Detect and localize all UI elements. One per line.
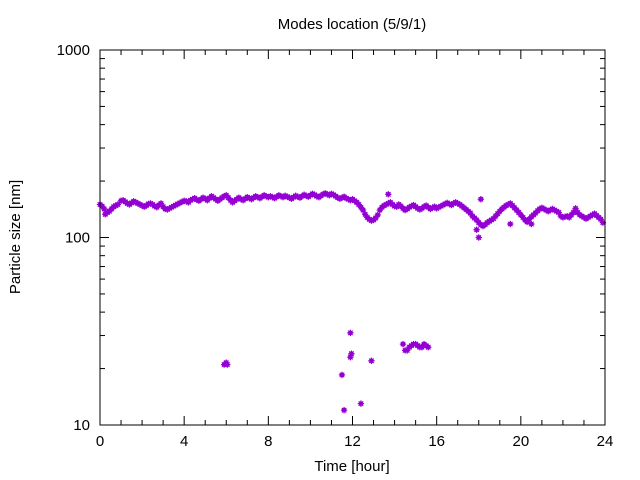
x-tick-label: 8: [264, 433, 272, 450]
data-point: [374, 211, 381, 219]
data-point: [368, 357, 375, 364]
y-tick-label: 10: [73, 417, 90, 434]
data-point: [572, 205, 579, 212]
data-point: [357, 400, 365, 407]
data-point: [338, 371, 346, 379]
data-point: [477, 196, 485, 203]
data-point: [528, 220, 535, 228]
data-point: [425, 343, 432, 351]
data-point: [340, 406, 348, 414]
data-point: [418, 343, 426, 351]
y-axis-label: Particle size [nm]: [7, 180, 24, 294]
x-tick-label: 12: [344, 433, 361, 450]
chart-title: Modes location (5/9/1): [278, 16, 426, 33]
y-tick-label: 100: [65, 230, 90, 247]
data-point: [450, 200, 457, 207]
data-point: [347, 329, 354, 337]
x-tick-label: 20: [512, 433, 529, 450]
data-point: [597, 216, 604, 223]
x-tick-label: 16: [428, 433, 445, 450]
data-point: [385, 191, 392, 198]
axis-ticks: 0 4 8 12 16 20 24 10 100 1000: [57, 42, 614, 450]
x-tick-label: 24: [597, 433, 614, 450]
data-point: [112, 202, 119, 209]
data-point: [101, 205, 108, 213]
data-point: [473, 226, 480, 233]
plot-frame: [99, 49, 606, 426]
data-point: [507, 220, 514, 228]
data-point: [224, 361, 231, 368]
data-point: [348, 350, 355, 357]
x-tick-label: 4: [180, 433, 188, 450]
data-points: [96, 190, 607, 414]
x-tick-label: 0: [96, 433, 104, 450]
data-point: [399, 340, 407, 348]
data-point: [114, 201, 122, 208]
data-point: [475, 234, 482, 241]
data-point: [347, 353, 354, 361]
y-tick-label: 1000: [57, 42, 90, 59]
x-axis-label: Time [hour]: [314, 458, 389, 475]
